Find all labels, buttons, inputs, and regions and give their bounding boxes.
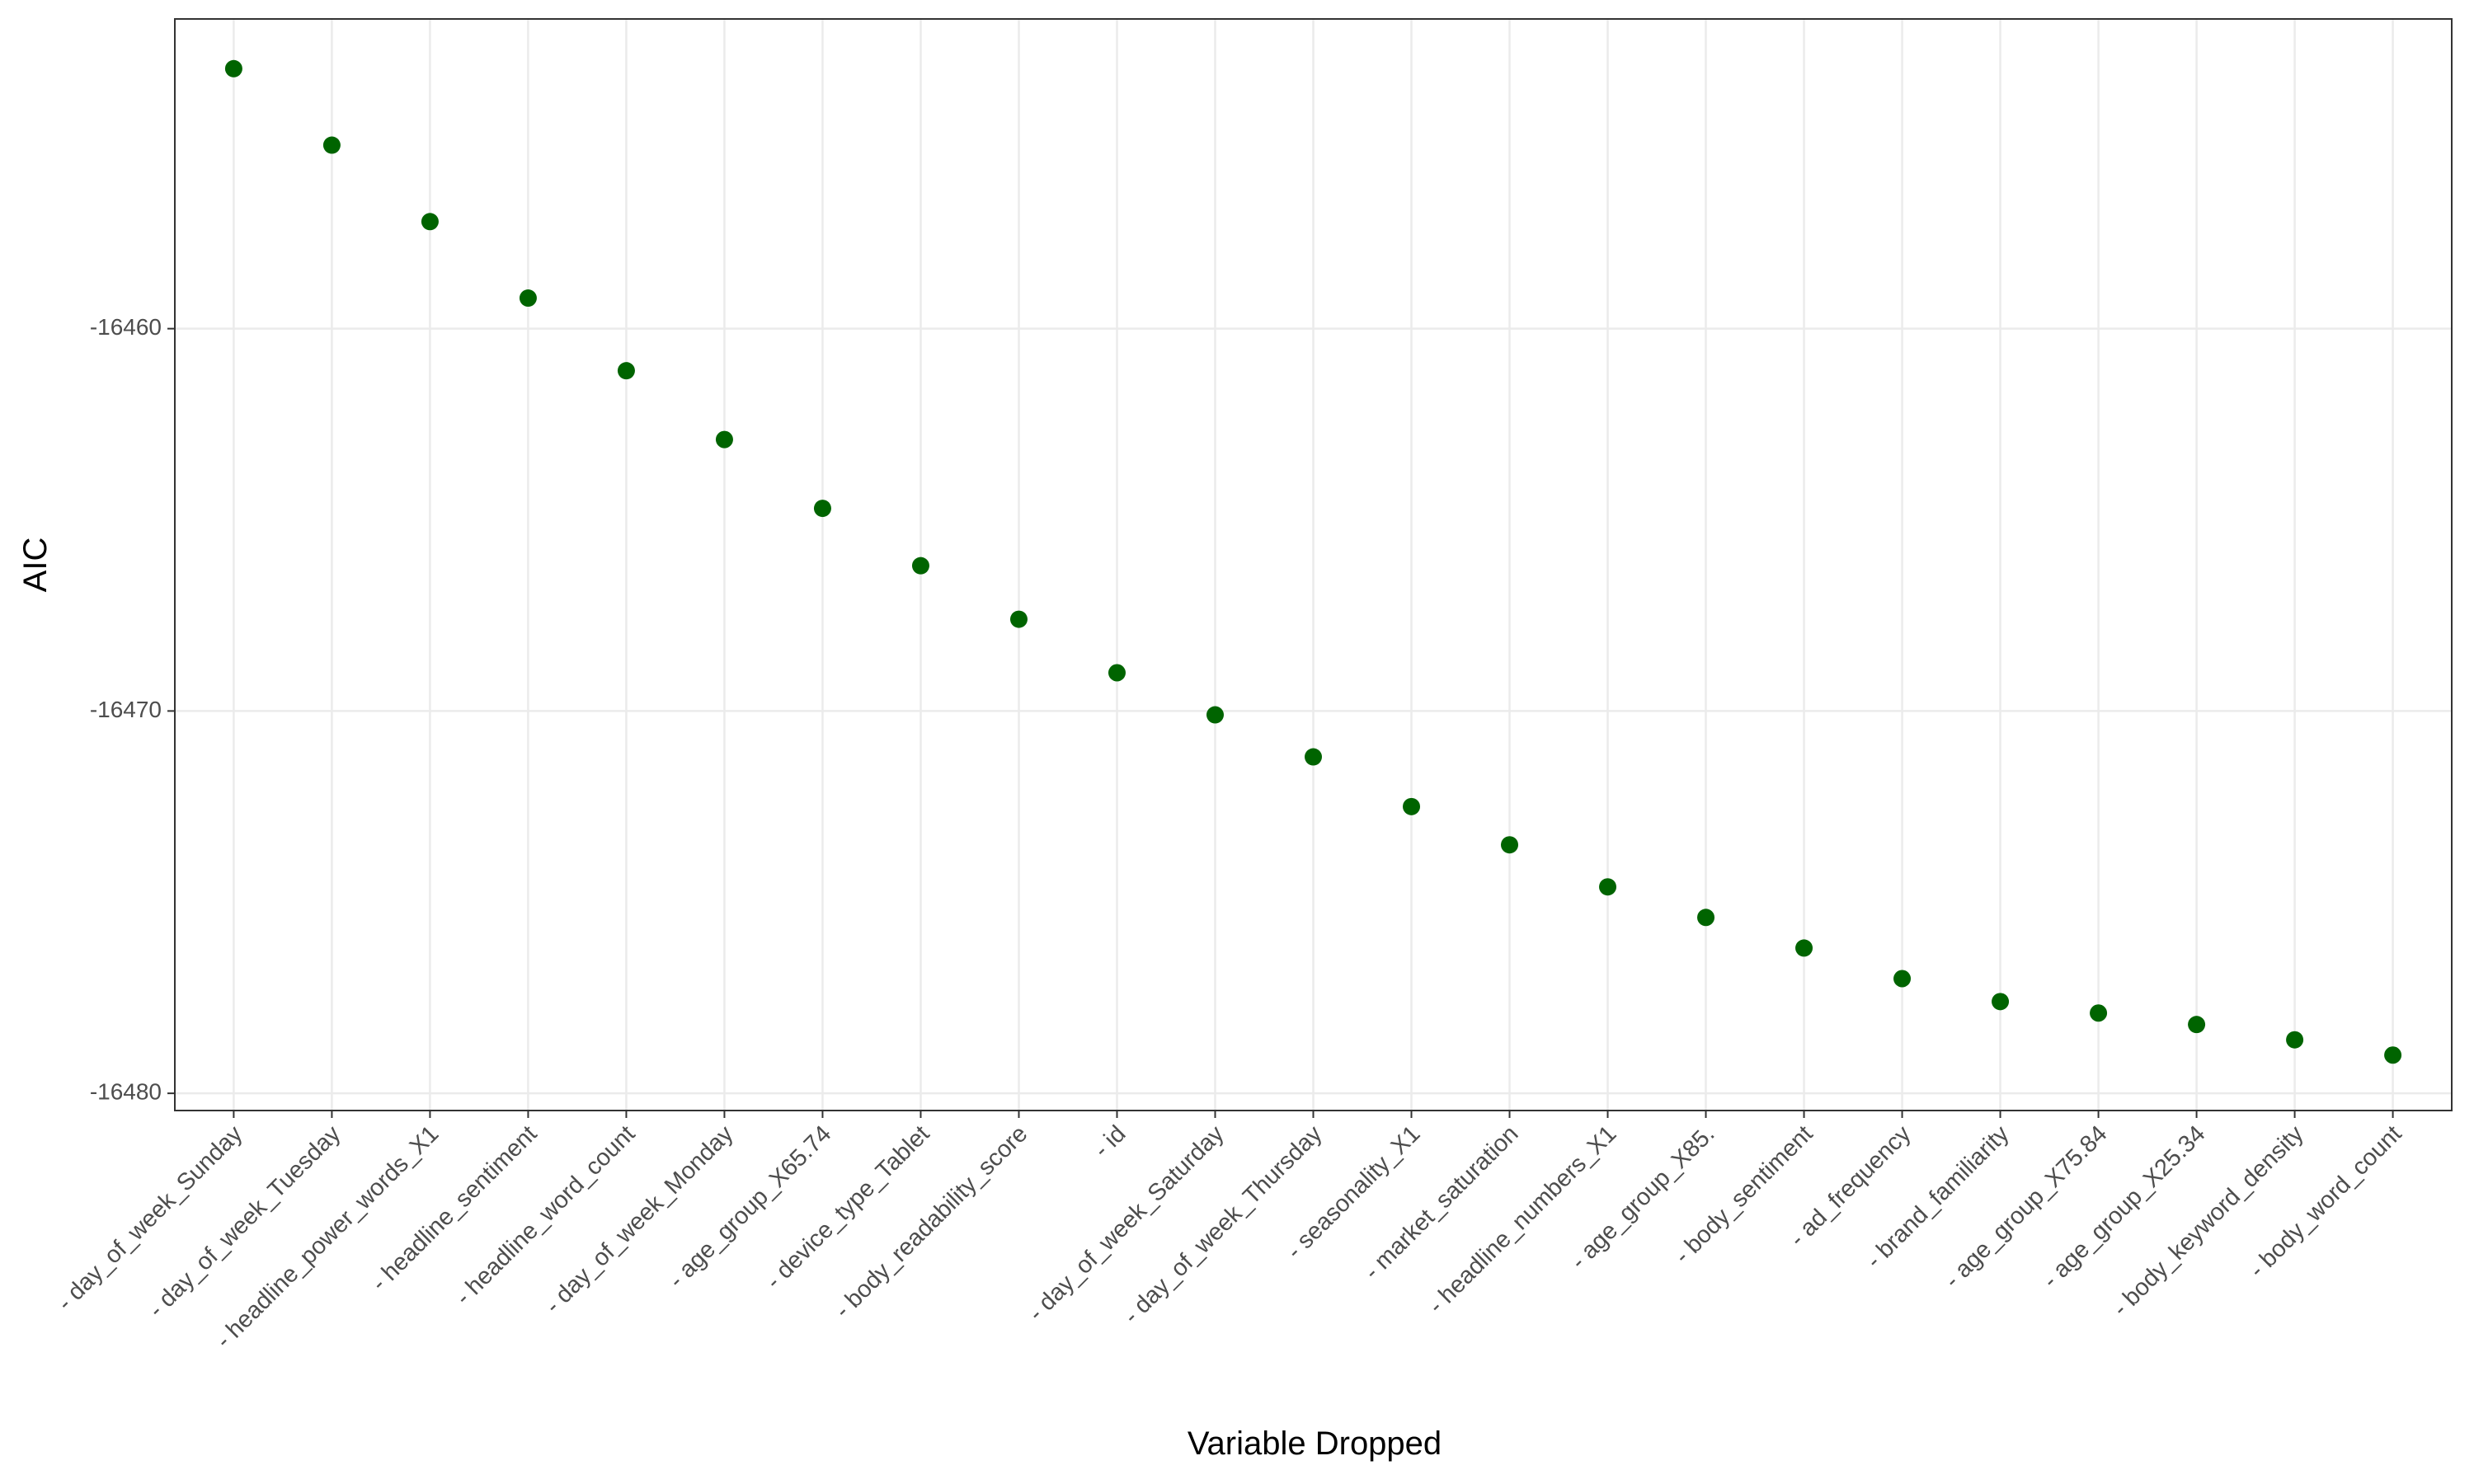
x-tick-label: - age_group_X25.34 <box>2038 1120 2211 1294</box>
point <box>617 362 635 380</box>
x-axis-title: Variable Dropped <box>1188 1425 1442 1462</box>
point <box>813 500 831 518</box>
point <box>1795 939 1813 957</box>
y-axis-title: AIC <box>17 538 54 593</box>
x-tick-label: - age_group_X75.84 <box>1940 1120 2113 1294</box>
point <box>1992 993 2010 1011</box>
point <box>2384 1046 2402 1064</box>
x-tick-label: - headline_sentiment <box>366 1120 542 1296</box>
point <box>322 136 341 154</box>
x-tick-label: - id <box>1089 1120 1131 1162</box>
x-tick-label: - age_group_X65.74 <box>664 1120 837 1294</box>
point <box>2286 1031 2304 1049</box>
x-tick-label: - day_of_week_Sunday <box>52 1120 247 1316</box>
y-tick-label: -16470 <box>90 697 162 722</box>
point <box>1206 706 1224 724</box>
point <box>1697 909 1715 927</box>
point <box>1893 970 1912 988</box>
point <box>715 430 733 448</box>
point <box>1501 836 1519 854</box>
point <box>911 556 929 575</box>
x-tick-label: - day_of_week_Monday <box>540 1120 739 1319</box>
point <box>2188 1016 2206 1034</box>
x-tick-label: - headline_numbers_X1 <box>1423 1120 1621 1318</box>
point <box>519 289 537 308</box>
point <box>2090 1004 2108 1022</box>
y-tick-label: -16480 <box>90 1079 162 1105</box>
x-tick-label: - device_type_Tablet <box>761 1120 935 1294</box>
x-tick-label: - day_of_week_Saturday <box>1023 1120 1230 1327</box>
point <box>224 59 242 77</box>
x-tick-label: - body_readability_score <box>830 1120 1032 1323</box>
x-tick-label: - body_keyword_density <box>2108 1120 2309 1322</box>
point <box>1009 610 1028 628</box>
point <box>421 213 439 231</box>
point <box>1108 664 1126 682</box>
point <box>1403 797 1421 815</box>
point <box>1599 878 1617 896</box>
point <box>1305 748 1322 766</box>
x-tick-label: - headline_word_count <box>450 1120 640 1310</box>
y-tick-label: -16460 <box>90 314 162 340</box>
x-tick-label: - day_of_week_Thursday <box>1119 1120 1328 1329</box>
x-tick-label: - day_of_week_Tuesday <box>143 1120 346 1323</box>
